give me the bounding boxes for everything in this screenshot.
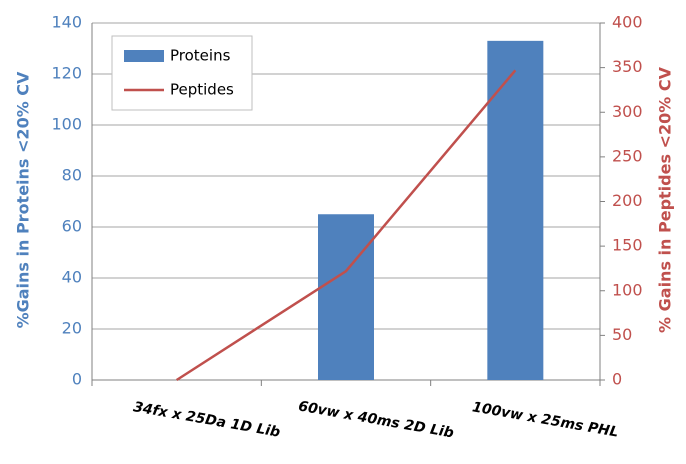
y-tick-label: 140 bbox=[51, 13, 82, 32]
y2-tick-label: 100 bbox=[612, 280, 643, 299]
y2-tick-label: 50 bbox=[612, 325, 632, 344]
y-axis-title: %Gains in Proteins <20% CV bbox=[14, 71, 33, 328]
y2-axis-title: % Gains in Peptides <20% CV bbox=[656, 66, 675, 333]
line bbox=[175, 69, 517, 382]
x-tick-label: 34fx x 25Da 1D Lib bbox=[132, 399, 281, 441]
y-tick-label: 40 bbox=[62, 268, 82, 287]
legend-box bbox=[111, 35, 253, 111]
y2-tick-label: 300 bbox=[612, 102, 643, 121]
y-tick-label: 0 bbox=[72, 370, 82, 389]
y2-tick-label: 350 bbox=[612, 57, 643, 76]
y2-tick-label: 200 bbox=[612, 191, 643, 210]
y-tick-label: 20 bbox=[62, 319, 82, 338]
y-tick-label: 120 bbox=[51, 64, 82, 83]
y-tick-label: 100 bbox=[51, 115, 82, 134]
y2-tick-label: 400 bbox=[612, 13, 643, 32]
y2-tick-label: 150 bbox=[612, 236, 643, 255]
legend-swatch bbox=[124, 50, 164, 62]
y2-tick-label: 250 bbox=[612, 146, 643, 165]
legend-label: Proteins bbox=[170, 47, 231, 65]
x-tick-label: 60vw x 40ms 2D Lib bbox=[297, 398, 455, 441]
y2-tick-label: 0 bbox=[612, 370, 622, 389]
y-tick-label: 60 bbox=[62, 217, 82, 236]
bar bbox=[487, 40, 544, 380]
y-tick-label: 80 bbox=[62, 166, 82, 185]
x-tick-label: 100vw x 25ms PHL bbox=[471, 399, 620, 441]
legend-label: Peptides bbox=[170, 81, 234, 99]
bar bbox=[318, 214, 374, 380]
